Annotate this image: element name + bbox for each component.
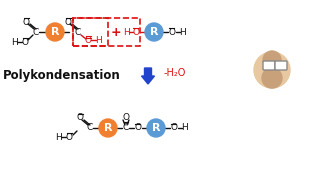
- Text: C: C: [87, 123, 93, 132]
- Text: O: O: [169, 28, 175, 37]
- Circle shape: [46, 23, 64, 41]
- Circle shape: [254, 52, 290, 88]
- Circle shape: [145, 23, 163, 41]
- Text: O: O: [65, 17, 71, 26]
- Text: O: O: [66, 132, 73, 141]
- Text: H: H: [180, 28, 186, 37]
- Text: O: O: [123, 112, 130, 122]
- Circle shape: [99, 119, 117, 137]
- FancyBboxPatch shape: [275, 61, 287, 70]
- Text: O: O: [134, 123, 141, 132]
- Text: C: C: [33, 28, 39, 37]
- Text: -H₂O: -H₂O: [164, 68, 186, 78]
- Text: R: R: [51, 27, 59, 37]
- Text: O: O: [84, 35, 92, 44]
- Text: R: R: [104, 123, 112, 133]
- Text: H: H: [96, 35, 102, 44]
- Text: H: H: [182, 123, 188, 132]
- Text: C: C: [75, 28, 81, 37]
- Circle shape: [263, 51, 281, 69]
- Text: O: O: [22, 17, 29, 26]
- FancyBboxPatch shape: [263, 61, 275, 70]
- Text: O: O: [171, 123, 178, 132]
- Text: O: O: [132, 28, 140, 37]
- Text: R: R: [152, 123, 160, 133]
- Circle shape: [147, 119, 165, 137]
- Text: H: H: [55, 132, 61, 141]
- Text: +: +: [111, 26, 121, 39]
- FancyArrow shape: [141, 68, 155, 84]
- Text: O: O: [21, 37, 28, 46]
- Circle shape: [262, 68, 282, 88]
- Text: H: H: [11, 37, 17, 46]
- Text: Polykondensation: Polykondensation: [3, 69, 121, 82]
- Text: H: H: [123, 28, 129, 37]
- Text: R: R: [150, 27, 158, 37]
- Text: C: C: [123, 123, 129, 132]
- Text: O: O: [76, 114, 84, 123]
